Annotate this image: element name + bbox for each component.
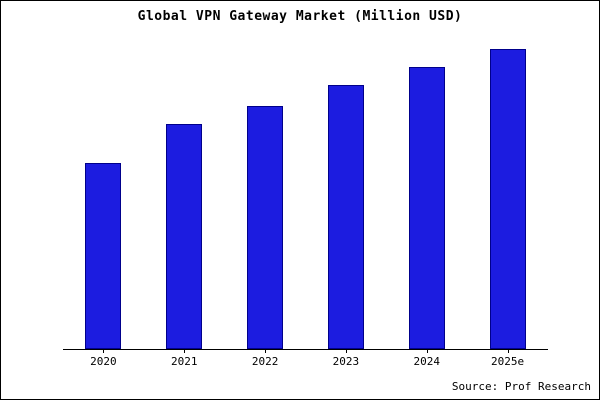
x-tick-label: 2023 [332,355,360,368]
x-tick [426,349,428,353]
source-text: Source: Prof Research [451,380,591,393]
chart-title: Global VPN Gateway Market (Million USD) [137,9,463,24]
x-axis-line [63,349,548,350]
x-tick [507,349,509,353]
x-tick-label: 2025e [491,355,525,368]
x-tick-label: 2024 [413,355,441,368]
x-tick [345,349,347,353]
bar-2023 [327,85,364,349]
x-tick [103,349,105,353]
plot-area: 2020 2021 2022 2023 2024 2025e [63,49,548,368]
bar-2025e [489,49,526,349]
bar-2024 [408,67,445,349]
x-tick [265,349,267,353]
bar-2021 [166,124,203,349]
bar-2022 [247,106,284,349]
x-tick-label: 2020 [90,355,117,368]
bar-2020 [85,163,122,349]
x-tick-label: 2021 [171,355,198,368]
x-tick-label: 2022 [251,355,279,368]
x-tick [184,349,186,353]
